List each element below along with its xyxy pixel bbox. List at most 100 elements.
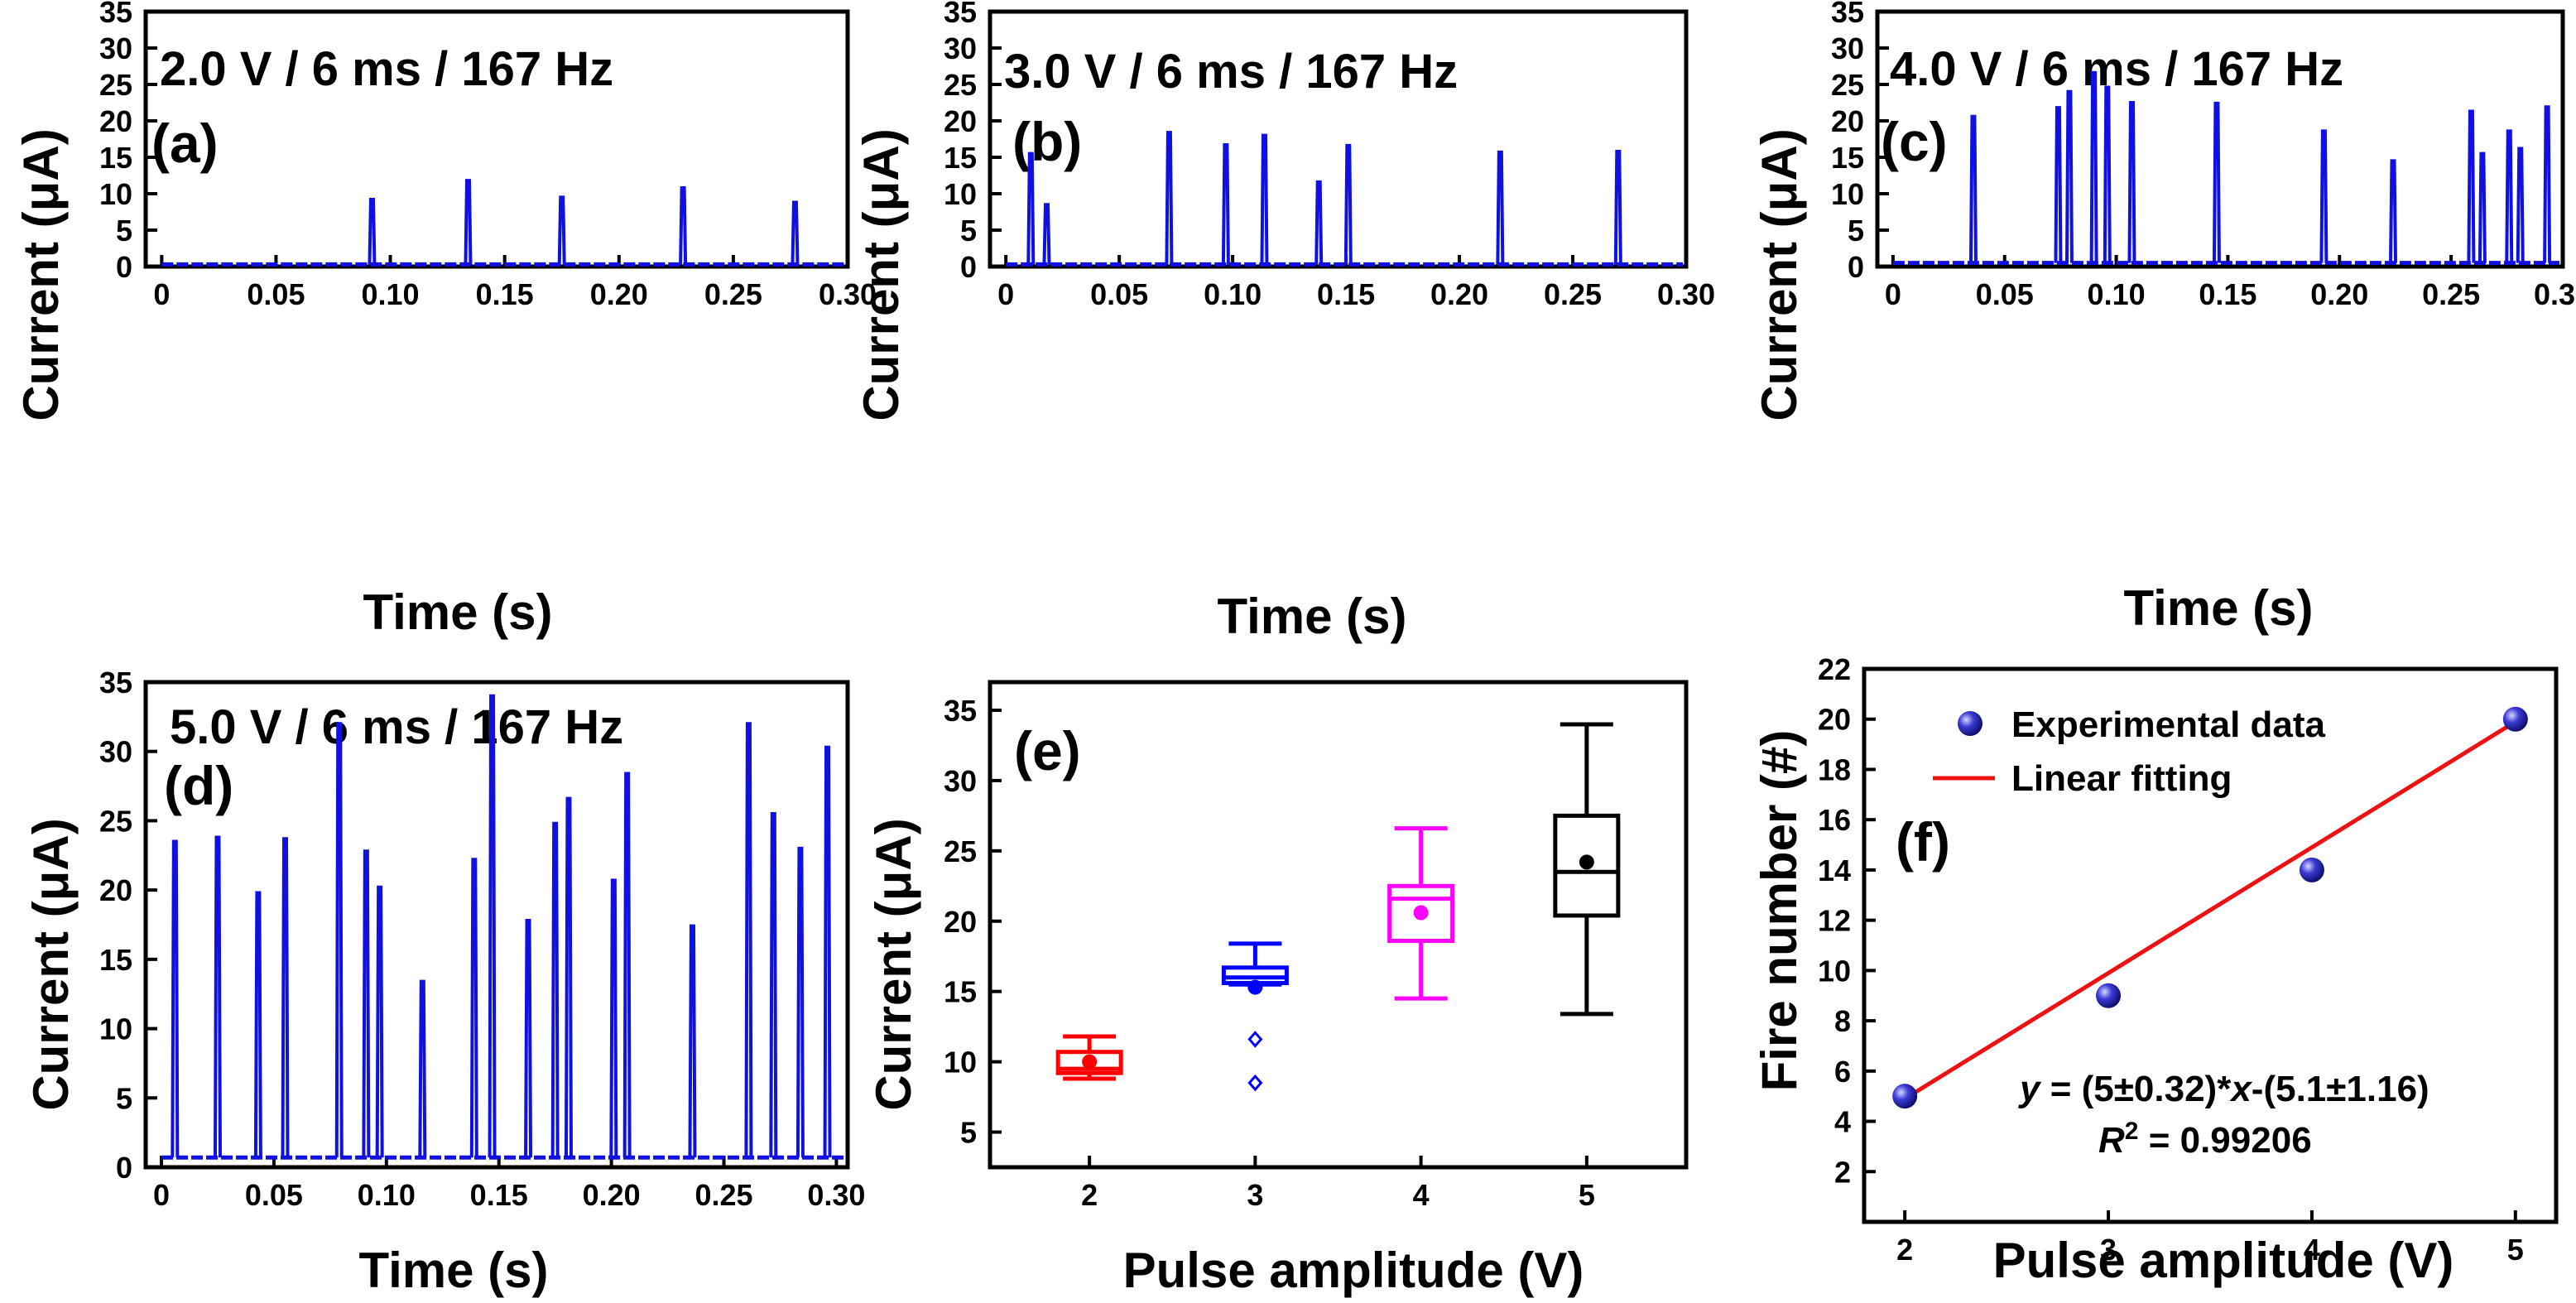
legend-fit-label: Linear fitting — [2011, 758, 2232, 799]
y-tick-label: 5 — [1848, 214, 1864, 248]
current-spike — [1026, 151, 1036, 265]
x-tick-label: 5 — [1579, 1178, 1595, 1212]
current-spike — [769, 812, 778, 1158]
current-spike — [1165, 131, 1174, 265]
y-tick-label: 20 — [944, 905, 977, 939]
current-spike — [253, 891, 262, 1158]
current-spike — [1613, 149, 1622, 265]
y-tick-label: 0 — [116, 1151, 132, 1185]
fit-line — [1903, 719, 2517, 1101]
y-tick-label: 14 — [1818, 853, 1851, 887]
panel-f-xlabel: Pulse amplitude (V) — [1993, 1233, 2454, 1288]
plot-frame — [1875, 9, 2565, 269]
x-tick-label: 0.05 — [247, 277, 305, 311]
y-tick-label: 5 — [960, 1116, 977, 1150]
current-spike — [609, 878, 618, 1158]
plot-frame — [143, 9, 850, 269]
x-tick-label: 0.20 — [1430, 277, 1488, 311]
panel-a-ylabel: Current (μA) — [13, 128, 69, 421]
plot-frame — [1862, 666, 2559, 1224]
y-tick-label: 25 — [944, 834, 977, 868]
x-tick-label: 5 — [2507, 1233, 2524, 1267]
current-spike — [469, 858, 478, 1158]
panel-c-ylabel: Current (μA) — [1752, 128, 1807, 421]
y-tick-label: 25 — [99, 804, 132, 838]
r2-superscript: 2 — [2125, 1118, 2139, 1145]
current-spike — [281, 837, 290, 1158]
y-tick-label: 35 — [99, 0, 132, 29]
y-tick-label: 5 — [960, 214, 977, 248]
y-tick-label: 16 — [1818, 803, 1851, 837]
panel-a-title: 2.0 V / 6 ms / 167 Hz — [160, 42, 613, 96]
current-spike — [2389, 159, 2398, 263]
y-tick-label: 0 — [960, 250, 977, 284]
x-tick-label: 4 — [1413, 1178, 1430, 1212]
panel-b: 3.0 V / 6 ms / 167 Hz (b) Current (μA) T… — [853, 0, 1715, 644]
panel-e: (e) Current (μA) Pulse amplitude (V) 5 10… — [866, 680, 1689, 1298]
box-3v — [1221, 941, 1289, 1092]
panel-d-title: 5.0 V / 6 ms / 167 Hz — [170, 700, 623, 754]
current-spike — [679, 185, 688, 265]
x-tick-label: 0.25 — [2422, 277, 2480, 311]
y-tick-label: 15 — [1831, 141, 1864, 175]
current-spike — [362, 849, 371, 1158]
current-spike — [622, 772, 632, 1158]
y-tick-label: 2 — [1834, 1155, 1851, 1189]
fit-equation: y = (5±0.32)*x-(5.1±1.16) — [2018, 1069, 2429, 1109]
y-tick-label: 20 — [1831, 104, 1864, 138]
x-tick-label: 0.30 — [819, 277, 877, 311]
y-tick-label: 35 — [99, 666, 132, 700]
equation-body: = (5±0.32)* — [2040, 1069, 2232, 1109]
current-spike — [795, 846, 805, 1158]
y-tick-label: 15 — [99, 141, 132, 175]
current-spike — [2505, 129, 2514, 263]
y-tick-label: 0 — [116, 250, 132, 284]
y-tick-label: 20 — [99, 873, 132, 907]
y-tick-label: 18 — [1818, 752, 1851, 786]
y-tick-label: 15 — [944, 975, 977, 1009]
equation-x: x — [2229, 1069, 2252, 1109]
mean-marker — [1413, 905, 1429, 921]
panel-f: (f) Fire number (#) Pulse amplitude (V) … — [1752, 652, 2559, 1288]
x-tick-label: 0.25 — [704, 277, 762, 311]
equation-y: y — [2018, 1069, 2042, 1109]
panel-d-label: (d) — [164, 755, 233, 816]
y-tick-label: 25 — [944, 68, 977, 102]
r2-value: = 0.99206 — [2138, 1120, 2311, 1161]
current-spike — [375, 885, 384, 1158]
x-tick-label: 2 — [1896, 1233, 1913, 1267]
y-tick-label: 8 — [1834, 1004, 1851, 1038]
current-spike — [1343, 143, 1353, 265]
current-spike — [2064, 89, 2074, 263]
data-point — [2502, 706, 2528, 732]
legend-point-swatch — [1958, 711, 1982, 736]
panel-c: 4.0 V / 6 ms / 167 Hz (c) Current (μA) T… — [1752, 0, 2576, 636]
y-tick-label: 0 — [1848, 250, 1864, 284]
panel-e-label: (e) — [1014, 720, 1081, 781]
panel-c-xlabel: Time (s) — [2124, 580, 2314, 636]
current-spike — [1496, 150, 1505, 265]
current-spike — [2467, 109, 2476, 263]
x-tick-label: 0.20 — [590, 277, 648, 311]
mean-marker — [1579, 854, 1594, 870]
current-spike — [213, 835, 222, 1158]
y-tick-label: 15 — [944, 141, 977, 175]
x-tick-label: 0.05 — [245, 1178, 303, 1212]
data-point — [2096, 983, 2122, 1008]
outlier-marker — [1247, 1074, 1263, 1092]
current-spike — [1042, 203, 1051, 265]
box-4v — [1387, 826, 1455, 1001]
x-tick-label: 0.25 — [694, 1178, 752, 1212]
y-tick-label: 4 — [1834, 1105, 1851, 1139]
y-tick-label: 12 — [1818, 904, 1851, 938]
y-tick-label: 35 — [944, 0, 977, 29]
x-tick-label: 3 — [2100, 1233, 2117, 1267]
y-tick-label: 30 — [1831, 31, 1864, 65]
x-tick-label: 0 — [997, 277, 1014, 311]
current-spike — [2089, 70, 2098, 263]
current-spike — [2054, 106, 2063, 263]
y-tick-label: 30 — [944, 764, 977, 798]
current-spike — [1314, 180, 1324, 265]
x-tick-label: 0.05 — [1090, 277, 1148, 311]
